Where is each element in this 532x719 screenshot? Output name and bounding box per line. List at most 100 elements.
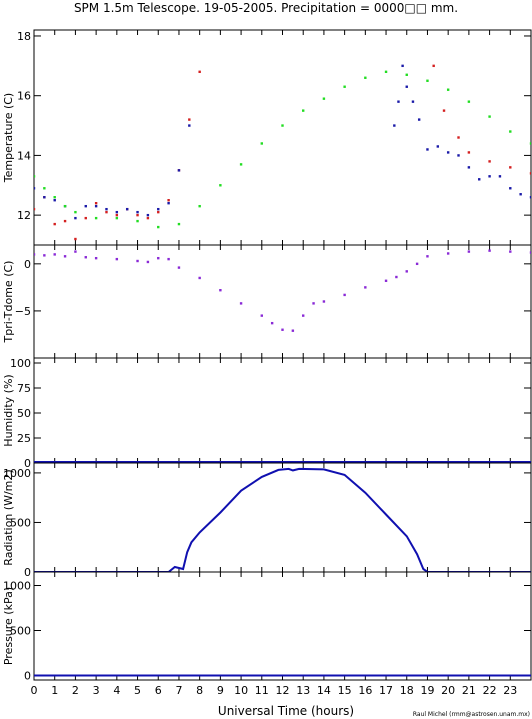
data-point (291, 329, 295, 332)
data-point (239, 302, 243, 305)
data-point (146, 260, 150, 264)
y-tick-label: 100 (10, 357, 31, 370)
data-point (436, 145, 440, 148)
data-point (34, 175, 36, 178)
y-tick-label: 16 (17, 90, 31, 103)
data-point (53, 253, 56, 256)
data-point (53, 222, 56, 226)
data-point (167, 199, 170, 202)
data-point (167, 257, 170, 261)
data-point (478, 178, 481, 181)
data-point (157, 207, 160, 211)
x-tick-label: 17 (379, 684, 393, 697)
data-point (74, 216, 77, 220)
data-point (498, 175, 502, 178)
data-point (509, 187, 512, 190)
data-point (177, 266, 181, 269)
y-tick-label: 0 (24, 670, 31, 683)
data-point (115, 210, 119, 214)
data-point (260, 314, 263, 317)
data-point (84, 204, 87, 208)
data-point (364, 76, 367, 79)
y-axis-label: Temperature (C) (2, 93, 15, 183)
data-point (446, 88, 450, 91)
data-point (384, 70, 388, 74)
data-point (432, 64, 435, 68)
data-point (94, 201, 98, 205)
data-point (63, 219, 67, 223)
data-point (136, 259, 139, 263)
panel-frame (33, 462, 532, 573)
data-point (94, 216, 98, 220)
data-point (529, 142, 531, 145)
x-axis-label: Universal Time (hours) (218, 704, 354, 718)
x-tick-label: 19 (420, 684, 434, 697)
data-point (281, 328, 284, 331)
data-point (457, 136, 460, 139)
data-point (105, 210, 108, 214)
data-point (417, 118, 421, 121)
x-tick-label: 6 (155, 684, 162, 697)
data-point (509, 130, 512, 133)
y-tick-label: 0 (24, 258, 31, 271)
data-point (426, 255, 429, 258)
data-point (529, 172, 531, 175)
data-point (94, 256, 98, 260)
data-point (457, 154, 460, 157)
data-point (239, 163, 243, 166)
data-point (63, 204, 67, 208)
data-point (43, 196, 46, 199)
y-axis-label: Radiation (W/m2) (2, 469, 15, 565)
data-point (34, 207, 36, 211)
data-point (322, 300, 326, 303)
data-point (198, 70, 201, 74)
x-tick-label: 22 (483, 684, 497, 697)
credit-text: Raul Michel (rmm@astrosen.unam.mx) (413, 711, 530, 718)
data-point (105, 207, 108, 211)
data-point (446, 252, 450, 255)
data-point (384, 279, 388, 282)
data-point (467, 151, 471, 154)
y-tick-label: 1000 (3, 467, 31, 480)
data-point (94, 204, 98, 208)
series-line (34, 467, 531, 572)
data-point (125, 207, 129, 211)
data-point (426, 79, 429, 82)
data-point (146, 216, 150, 220)
data-point (467, 250, 471, 253)
data-point (34, 253, 36, 256)
data-point (84, 256, 87, 259)
data-point (488, 115, 491, 118)
data-point (115, 213, 119, 217)
x-tick-label: 20 (441, 684, 455, 697)
data-point (146, 213, 150, 217)
x-tick-label: 10 (234, 684, 248, 697)
y-tick-label: −5 (15, 305, 31, 318)
data-point (209, 20, 211, 22)
data-point (442, 109, 446, 112)
data-point (198, 276, 201, 280)
data-point (177, 222, 181, 226)
y-tick-label: 18 (17, 30, 31, 43)
data-point (53, 199, 56, 202)
data-point (136, 210, 139, 214)
panel-frame (33, 357, 532, 464)
data-point (115, 216, 119, 220)
x-tick-label: 13 (296, 684, 310, 697)
y-tick-label: 0 (24, 566, 31, 579)
data-point (115, 257, 119, 261)
data-point (509, 166, 512, 169)
data-point (302, 314, 305, 317)
data-point (34, 187, 36, 190)
data-point (415, 262, 419, 266)
y-tick-label: 1000 (3, 580, 31, 593)
data-point (509, 250, 512, 253)
data-point (343, 293, 346, 297)
x-tick-label: 12 (276, 684, 290, 697)
y-tick-label: 75 (17, 382, 31, 395)
chart-title: SPM 1.5m Telescope. 19-05-2005. Precipit… (74, 1, 458, 15)
x-tick-label: 23 (503, 684, 517, 697)
x-tick-label: 7 (175, 684, 182, 697)
data-point (488, 160, 491, 163)
x-tick-label: 0 (31, 684, 38, 697)
